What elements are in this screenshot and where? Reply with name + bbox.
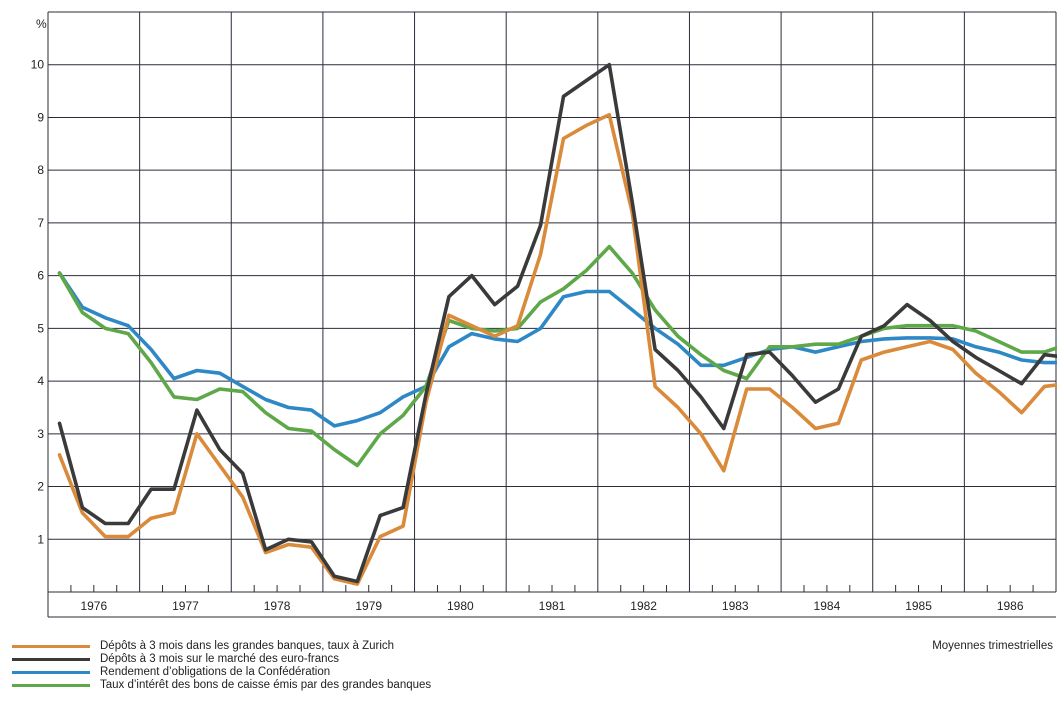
y-tick-label-3: 3 [37,427,44,441]
series-line-3 [57,244,1057,468]
grid-lines [47,11,1057,592]
legend: Dépôts à 3 mois dans les grandes banques… [12,640,431,692]
legend-label-eurofrancs: Dépôts à 3 mois sur le marché des euro-f… [100,653,340,665]
legend-label-bons-de-caisse: Taux d’intérêt des bons de caisse émis p… [100,679,432,691]
y-tick-label-10: 10 [31,58,45,72]
x-tick-label-1984: 1984 [814,599,841,613]
legend-label-confederation: Rendement d’obligations de la Confédérat… [100,666,331,678]
y-tick-label-4: 4 [37,374,44,388]
legend-item-eurofrancs: Dépôts à 3 mois sur le marché des euro-f… [12,653,431,666]
x-tick-label-1982: 1982 [630,599,657,613]
series-lines [57,62,1057,586]
y-tick-label-9: 9 [37,110,44,124]
y-tick-label-8: 8 [37,163,44,177]
legend-swatch-eurofrancs [12,658,90,661]
x-tick-label-1980: 1980 [447,599,474,613]
x-tick-label-1977: 1977 [172,599,199,613]
x-axis: 1976 1977 1978 1979 1980 1981 1982 1983 1984 1985… [47,585,1056,618]
legend-swatch-bons-de-caisse [12,684,90,687]
legend-item-confederation: Rendement d’obligations de la Confédérat… [12,666,431,679]
series-line-1 [57,62,1057,584]
legend-item-bons-de-caisse: Taux d’intérêt des bons de caisse émis p… [12,679,431,692]
x-tick-label-1978: 1978 [264,599,291,613]
x-tick-label-1985: 1985 [905,599,932,613]
x-tick-label-1986: 1986 [997,599,1024,613]
y-tick-label-7: 7 [37,216,44,230]
x-tick-label-1976: 1976 [80,599,107,613]
y-tick-label-2: 2 [37,480,44,494]
y-tick-label-1: 1 [37,532,44,546]
y-tick-label-5: 5 [37,321,44,335]
series-line-0 [57,113,1057,586]
y-axis-tick-labels: 1 2 3 4 5 6 7 8 9 10 [31,58,45,547]
series-line-2 [57,271,1057,428]
legend-swatch-confederation [12,671,90,674]
y-tick-label-6: 6 [37,269,44,283]
legend-item-zurich: Dépôts à 3 mois dans les grandes banques… [12,640,431,653]
legend-label-zurich: Dépôts à 3 mois dans les grandes banques… [100,640,395,652]
y-axis-unit-label: % [36,17,47,31]
averaging-note: Moyennes trimestrielles [932,640,1053,652]
legend-swatch-zurich [12,645,90,648]
x-tick-label-1981: 1981 [539,599,566,613]
x-tick-label-1983: 1983 [722,599,749,613]
x-tick-label-1979: 1979 [355,599,382,613]
